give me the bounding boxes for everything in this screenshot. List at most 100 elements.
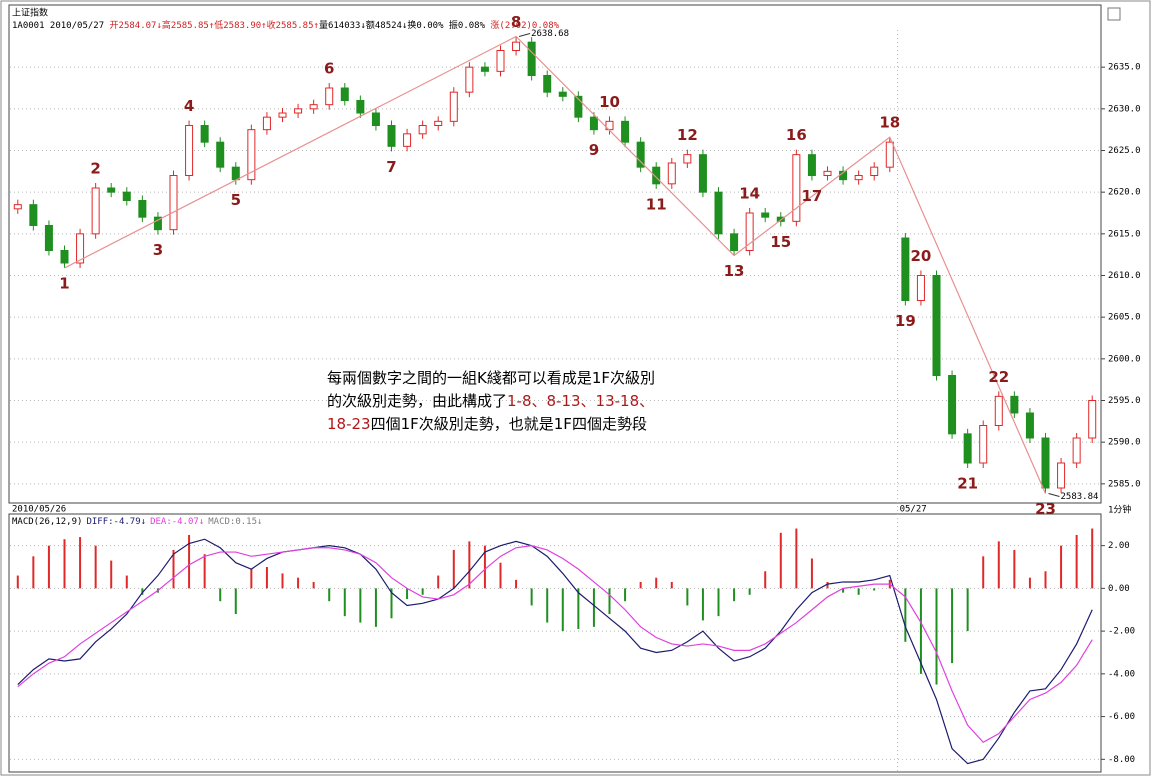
pivot-label: 7	[386, 158, 396, 176]
pivot-label: 14	[739, 185, 760, 203]
text-segment: 量614033↓额48524↓换0.00% 振0.08%	[319, 19, 490, 31]
pivot-label: 13	[724, 262, 745, 280]
macd-line	[17, 545, 1093, 743]
candle-body	[621, 120, 630, 143]
y-tick-label: 2610.0	[1108, 271, 1141, 281]
candle-body	[916, 275, 925, 301]
info-line: 1A0001 2010/05/27 开2584.07↓高2585.85↑低258…	[12, 19, 560, 31]
pivot-label: 12	[677, 126, 698, 144]
candle-body	[714, 191, 723, 235]
text-segment: 每兩個數字之間的一組K綫都可以看成是1F次級別	[327, 369, 655, 387]
candle-body	[652, 166, 661, 185]
candle-body	[745, 212, 754, 251]
extreme-pointer	[518, 33, 531, 37]
y-tick-label: 2605.0	[1108, 313, 1141, 323]
y-tick-label: 2620.0	[1108, 188, 1141, 198]
pivot-label: 22	[988, 368, 1009, 386]
candle-body	[885, 141, 894, 168]
text-segment: 1-8、8-13、13-18、	[507, 392, 654, 410]
candle-body	[807, 154, 816, 177]
candle-body	[730, 233, 739, 251]
pivot-label: 9	[589, 141, 599, 159]
candle-body	[512, 41, 521, 52]
candle-body	[870, 166, 879, 177]
candle-body	[356, 100, 365, 114]
candle-body	[1025, 412, 1034, 439]
candle-body	[698, 154, 707, 193]
candle-body	[107, 187, 116, 193]
candle-body	[589, 116, 598, 131]
text-segment: 18-23	[327, 415, 371, 433]
pivot-label: 10	[599, 93, 620, 111]
legend-entry: DIFF:-4.79↓	[86, 517, 146, 527]
pivot-label: 17	[801, 187, 822, 205]
candle-body	[683, 154, 692, 164]
y-tick-label: 2635.0	[1108, 63, 1141, 73]
y-tick-label: 2590.0	[1108, 438, 1141, 448]
candle-body	[636, 141, 645, 168]
candle-body	[294, 108, 303, 114]
candle-body	[122, 191, 131, 202]
y-tick-label: 2.00	[1108, 541, 1130, 551]
candle-body	[527, 41, 536, 76]
candle-body	[278, 112, 287, 118]
candle-body	[403, 133, 412, 147]
candle-body	[480, 66, 489, 72]
panel-icon	[1107, 7, 1121, 21]
candle-body	[325, 87, 334, 106]
pivot-label: 6	[324, 60, 334, 78]
pivot-label: 16	[786, 126, 807, 144]
pivot-label: 21	[957, 475, 978, 493]
candle-body	[231, 166, 240, 181]
candle-body	[1088, 400, 1097, 439]
text-segment: 四個1F次級別走勢，也就是1F四個走勢段	[371, 415, 647, 433]
y-tick-label: 2615.0	[1108, 229, 1141, 239]
candle-body	[216, 141, 225, 168]
candle-body	[901, 237, 910, 301]
legend-entry: DEA:-4.07↓	[150, 517, 204, 527]
x-tick-label: 05/27	[900, 505, 927, 515]
y-tick-label: -4.00	[1108, 669, 1135, 679]
candle-body	[979, 425, 988, 464]
candle-body	[558, 91, 567, 97]
candle-body	[994, 395, 1003, 427]
candle-body	[60, 250, 69, 264]
y-tick-label: 0.00	[1108, 584, 1130, 594]
period-label: 1分钟	[1108, 504, 1131, 516]
extreme-pointer	[1048, 493, 1060, 497]
pivot-label: 15	[770, 233, 791, 251]
note-line: 每兩個數字之間的一組K綫都可以看成是1F次級別	[327, 369, 655, 387]
candle-body	[247, 129, 256, 181]
candle-body	[823, 170, 832, 176]
pivot-label: 18	[879, 114, 900, 132]
candle-body	[76, 233, 85, 264]
candle-body	[44, 225, 53, 251]
candle-body	[418, 125, 427, 135]
macd-line	[17, 538, 1093, 765]
y-tick-label: -8.00	[1108, 755, 1135, 765]
text-segment: 开2584.07↓高2585.85↑低2583.90↑收2585.85↑	[110, 19, 319, 31]
candle-body	[449, 91, 458, 122]
candle-body	[153, 216, 162, 231]
candle-body	[309, 104, 318, 110]
y-tick-label: -6.00	[1108, 712, 1135, 722]
note-line: 的次級別走勢，由此構成了1-8、8-13、13-18、	[327, 392, 654, 410]
pivot-label: 20	[910, 247, 931, 265]
x-tick-label: 2010/05/26	[12, 505, 66, 515]
candle-body	[200, 125, 209, 143]
pivot-label: 5	[231, 191, 241, 209]
candle-body	[496, 50, 505, 72]
candle-body	[543, 75, 552, 93]
pivot-label: 11	[646, 195, 667, 213]
pivot-label: 4	[184, 97, 194, 115]
legend-entry: MACD:0.15↓	[208, 517, 262, 527]
candle-body	[465, 66, 474, 93]
pivot-label: 1	[59, 275, 69, 293]
candle-body	[434, 120, 443, 127]
y-tick-label: -2.00	[1108, 627, 1135, 637]
y-tick-label: 2585.0	[1108, 479, 1141, 489]
candle-body	[1057, 462, 1066, 489]
candle-body	[1010, 395, 1019, 414]
text-segment: 的次級別走勢，由此構成了	[327, 392, 507, 410]
